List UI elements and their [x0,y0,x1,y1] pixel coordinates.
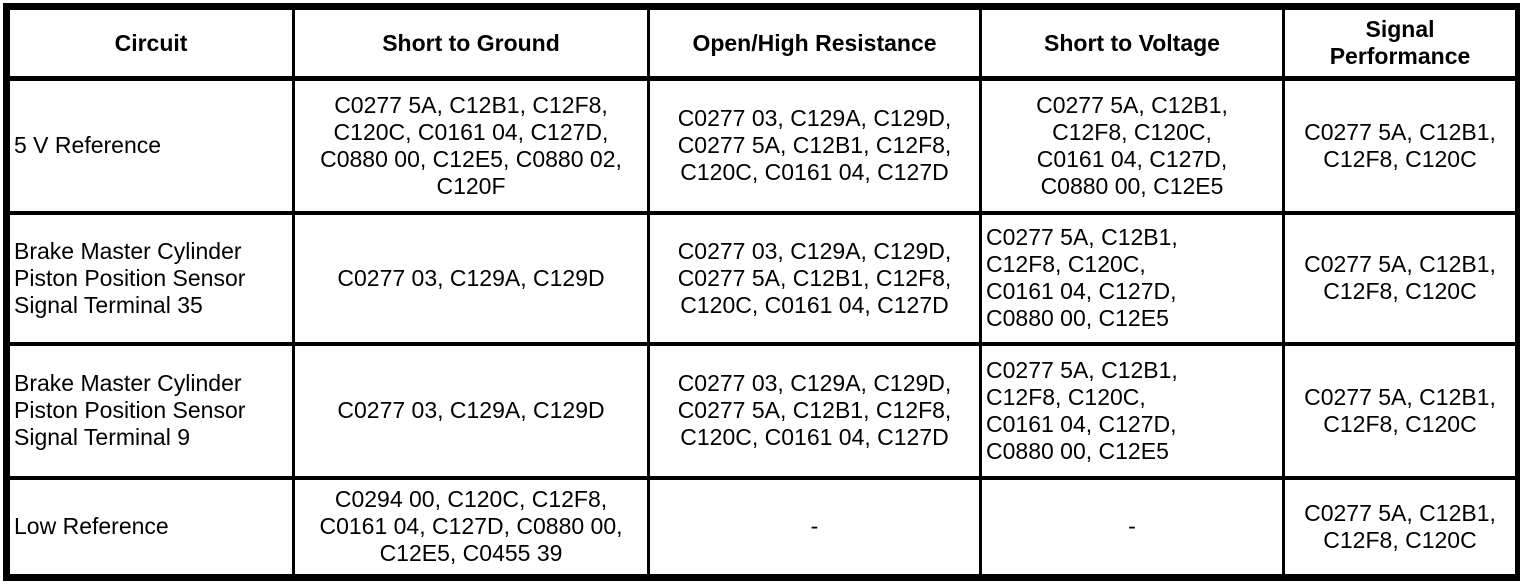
table-row-5v-reference: 5 V Reference C0277 5A, C12B1, C12F8, C1… [5,76,1520,215]
table-row-sensor-terminal-35: Brake Master Cylinder Piston Position Se… [5,210,1520,346]
cell-open-high-resistance-sensor-terminal-35: C0277 03, C129A, C129D, C0277 5A, C12B1,… [647,210,982,346]
cell-circuit-sensor-terminal-35: Brake Master Cylinder Piston Position Se… [5,210,295,346]
cell-signal-performance-sensor-terminal-9: C0277 5A, C12B1, C12F8, C120C [1282,341,1520,480]
cell-circuit-sensor-terminal-9: Brake Master Cylinder Piston Position Se… [5,341,295,480]
cell-short-to-ground-5v-reference: C0277 5A, C12B1, C12F8, C120C, C0161 04,… [292,76,650,215]
cell-signal-performance-5v-reference: C0277 5A, C12B1, C12F8, C120C [1282,76,1520,215]
table-row-low-reference: Low Reference C0294 00, C120C, C12F8, C0… [5,475,1520,580]
cell-short-to-voltage-low-reference: - [979,475,1285,580]
table-row-sensor-terminal-9: Brake Master Cylinder Piston Position Se… [5,341,1520,480]
cell-signal-performance-sensor-terminal-35: C0277 5A, C12B1, C12F8, C120C [1282,210,1520,346]
cell-open-high-resistance-5v-reference: C0277 03, C129A, C129D, C0277 5A, C12B1,… [647,76,982,215]
cell-short-to-voltage-5v-reference: C0277 5A, C12B1, C12F8, C120C, C0161 04,… [979,76,1285,215]
cell-short-to-ground-low-reference: C0294 00, C120C, C12F8, C0161 04, C127D,… [292,475,650,580]
cell-short-to-voltage-sensor-terminal-35: C0277 5A, C12B1, C12F8, C120C, C0161 04,… [979,210,1285,346]
cell-short-to-ground-sensor-terminal-9: C0277 03, C129A, C129D [292,341,650,480]
cell-circuit-5v-reference: 5 V Reference [5,76,295,215]
col-header-short-to-ground: Short to Ground [292,4,650,81]
circuit-fault-table: Circuit Short to Ground Open/High Resist… [3,3,1520,581]
cell-short-to-ground-sensor-terminal-35: C0277 03, C129A, C129D [292,210,650,346]
header-row: Circuit Short to Ground Open/High Resist… [5,4,1520,81]
cell-short-to-voltage-sensor-terminal-9: C0277 5A, C12B1, C12F8, C120C, C0161 04,… [979,341,1285,480]
col-header-signal-performance: Signal Performance [1282,4,1520,81]
col-header-short-to-voltage: Short to Voltage [979,4,1285,81]
col-header-open-high-resistance: Open/High Resistance [647,4,982,81]
col-header-circuit: Circuit [5,4,295,81]
cell-open-high-resistance-sensor-terminal-9: C0277 03, C129A, C129D, C0277 5A, C12B1,… [647,341,982,480]
cell-signal-performance-low-reference: C0277 5A, C12B1, C12F8, C120C [1282,475,1520,580]
cell-circuit-low-reference: Low Reference [5,475,295,580]
cell-open-high-resistance-low-reference: - [647,475,982,580]
